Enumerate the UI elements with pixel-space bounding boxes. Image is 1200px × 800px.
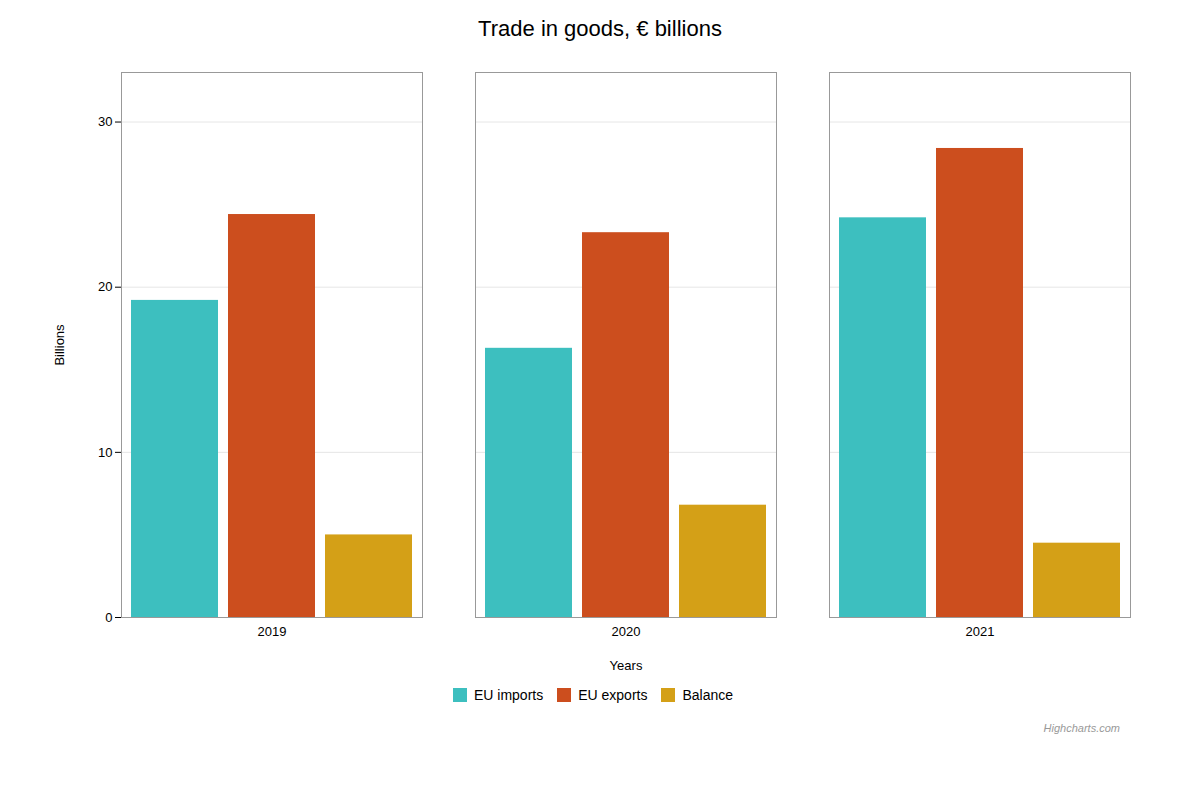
html-text:Trade in goods, € billions: Trade in goods, € billions	[478, 16, 722, 41]
svg-text:0: 0	[105, 610, 112, 625]
svg-text:2021: 2021	[966, 624, 995, 639]
html-text:Highcharts.com: Highcharts.com	[1043, 722, 1120, 734]
html-text:Balance: Balance	[682, 686, 733, 703]
svg-text:20: 20	[98, 279, 112, 294]
svg-text:Billions: Billions	[52, 324, 67, 366]
svg-text:2019: 2019	[258, 624, 287, 639]
svg-text:Years: Years	[610, 658, 643, 673]
html-text:EU exports: EU exports	[578, 686, 648, 703]
svg-text:2020: 2020	[612, 624, 641, 639]
svg-text:10: 10	[98, 445, 112, 460]
html-text:EU imports: EU imports	[474, 686, 544, 703]
svg-text:30: 30	[98, 114, 112, 129]
